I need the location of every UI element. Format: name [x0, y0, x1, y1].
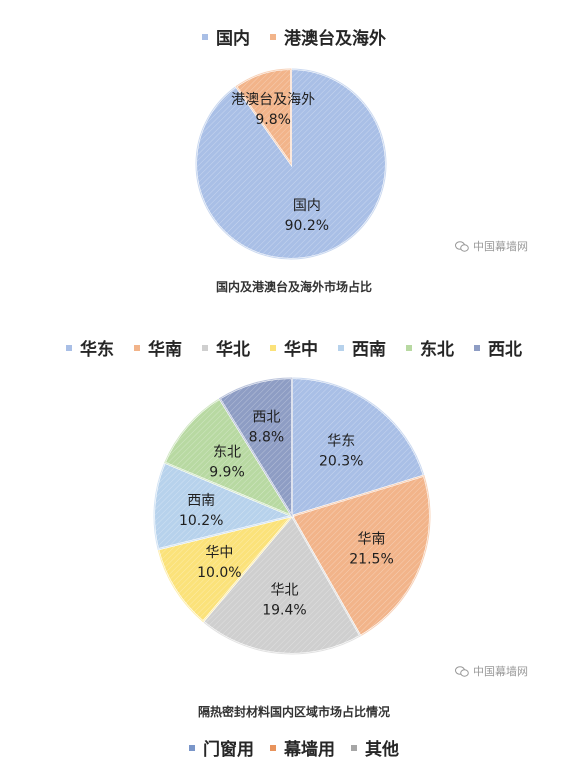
legend-item: 华北 [202, 335, 250, 360]
legend-item: 幕墙用 [270, 735, 335, 760]
legend-label: 国内 [216, 29, 250, 49]
chart1-caption: 国内及港澳台及海外市场占比 [215, 280, 372, 294]
legend-label: 其他 [365, 740, 399, 760]
legend-swatch [474, 344, 480, 351]
slice-value-label: 21.5% [349, 552, 393, 568]
slice-value-label: 20.3% [319, 453, 363, 469]
watermark-logo-text: 中国幕墙网 [473, 240, 528, 253]
pie-slice-texture [291, 377, 425, 517]
legend-label: 港澳台及海外 [284, 29, 386, 49]
slice-category-label: 华东 [327, 433, 355, 449]
legend-swatch [270, 344, 276, 351]
legend-item: 港澳台及海外 [270, 24, 386, 49]
slice-category-label: 华南 [358, 532, 386, 548]
legend-label: 西北 [488, 340, 522, 360]
slice-category-label: 港澳台及海外 [231, 92, 315, 108]
slice-category-label: 西南 [187, 493, 215, 509]
legend-swatch [351, 744, 357, 751]
legend-label: 华东 [80, 340, 114, 360]
legend-label: 东北 [420, 340, 454, 360]
legend-chart2: 华东 华南 华北 华中 西南 东北 西北 [0, 335, 588, 360]
legend-label: 西南 [352, 340, 386, 360]
wechat-icon [455, 240, 469, 252]
pie-slice-texture [218, 377, 293, 518]
legend-item: 华东 [66, 335, 114, 360]
slice-category-label: 东北 [213, 444, 241, 460]
pie-slice-texture [291, 475, 431, 637]
pie-slice-texture [202, 515, 361, 655]
legend-swatch [202, 33, 208, 40]
legend-swatch [134, 344, 140, 351]
legend-swatch [270, 33, 276, 40]
slice-value-label: 90.2% [285, 218, 329, 234]
slice-category-label: 西北 [252, 410, 280, 426]
chart2-caption: 隔热密封材料国内区域市场占比情况 [197, 705, 390, 719]
legend-swatch [189, 744, 195, 751]
legend-item: 门窗用 [189, 735, 254, 760]
legend-item: 其他 [351, 735, 399, 760]
legend-swatch [406, 344, 412, 351]
pie-slice-texture [164, 397, 294, 518]
slice-category-label: 国内 [293, 198, 321, 214]
pie-slice-texture [235, 68, 292, 166]
legend-label: 幕墙用 [284, 740, 335, 760]
wechat-icon [455, 665, 469, 677]
pie-slice-texture [153, 461, 294, 550]
legend-item: 西北 [474, 335, 522, 360]
legend-swatch [270, 744, 276, 751]
legend-item: 华中 [270, 335, 318, 360]
legend-label: 华北 [216, 340, 250, 360]
legend-item: 华南 [134, 335, 182, 360]
legend-chart1: 国内 港澳台及海外 [0, 24, 588, 49]
legend-label: 华中 [284, 340, 318, 360]
slice-value-label: 9.9% [209, 464, 245, 480]
watermark-logo-1: 中国幕墙网 [455, 238, 528, 254]
slice-category-label: 华中 [205, 545, 233, 561]
slice-value-label: 19.4% [262, 602, 306, 618]
legend-label: 门窗用 [203, 740, 254, 760]
slice-value-label: 9.8% [255, 112, 291, 128]
watermark-logo-text: 中国幕墙网 [473, 665, 528, 678]
pie-chart-domestic-overseas: 国内 90.2% 港澳台及海外 9.8% [195, 67, 387, 260]
legend-item: 西南 [338, 335, 386, 360]
pie-chart-regional: 华东 20.3% 华南 21.5% 华北 19.4% 华中 10.0% 西南 10.2% 东北 9.9… [153, 376, 431, 655]
legend-swatch [202, 344, 208, 351]
legend-label: 华南 [148, 340, 182, 360]
slice-value-label: 10.0% [197, 565, 241, 581]
bottom-legend: 门窗用 幕墙用 其他 [0, 735, 588, 760]
legend-swatch [338, 344, 344, 351]
slice-category-label: 华北 [270, 582, 298, 598]
legend-item: 国内 [202, 24, 250, 49]
legend-swatch [66, 344, 72, 351]
watermark-logo-2: 中国幕墙网 [455, 663, 528, 679]
slice-value-label: 10.2% [179, 513, 223, 529]
legend-item: 东北 [406, 335, 454, 360]
slice-value-label: 8.8% [249, 430, 285, 446]
pie-slice-texture [157, 515, 294, 623]
